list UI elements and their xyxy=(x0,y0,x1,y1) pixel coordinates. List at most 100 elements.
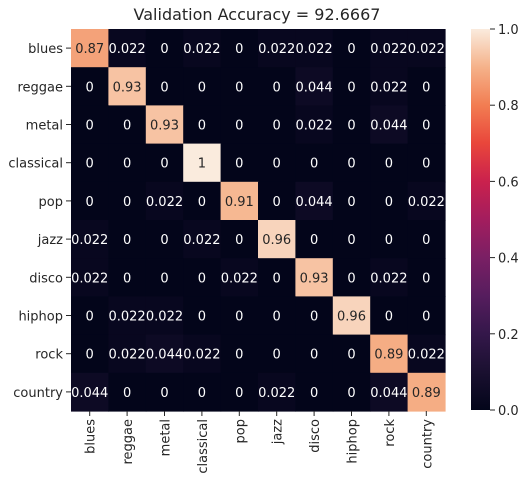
cell-value-label: 0.022 xyxy=(370,42,407,57)
heatmap-cell xyxy=(407,372,446,412)
cell-value-label: 0 xyxy=(273,157,281,172)
cell-value-label: 0 xyxy=(86,310,94,325)
cell-value-label: 0.022 xyxy=(295,42,332,57)
heatmap-cell xyxy=(183,372,222,412)
x-tick-label: disco xyxy=(308,419,323,453)
heatmap-cell xyxy=(220,296,259,336)
y-tick-label: disco xyxy=(29,271,63,286)
heatmap-cell xyxy=(370,220,409,259)
cell-value-label: 0 xyxy=(347,119,355,134)
heatmap-cell xyxy=(220,181,259,221)
heatmap-cell xyxy=(370,67,409,106)
heatmap-cell xyxy=(332,258,371,297)
cell-value-label: 0.96 xyxy=(262,233,291,248)
cell-value-label: 0.89 xyxy=(412,386,441,401)
heatmap-cell xyxy=(332,181,371,221)
heatmap-cell xyxy=(295,105,334,145)
cell-value-label: 0 xyxy=(198,80,206,95)
cell-value-label: 0 xyxy=(347,42,355,57)
cell-value-label: 0 xyxy=(273,119,281,134)
cell-value-label: 0 xyxy=(86,157,94,172)
cell-value-label: 0 xyxy=(347,195,355,210)
heatmap-cell xyxy=(407,29,446,68)
cell-value-label: 0.022 xyxy=(221,271,258,286)
y-axis-tick-labels: blues reggae metal classical pop jazz disco hip… xyxy=(8,42,71,401)
cell-value-label: 0 xyxy=(310,310,318,325)
heatmap-cell xyxy=(71,220,109,259)
cell-value-label: 0.96 xyxy=(337,310,366,325)
colorbar: 0.0 0.2 0.4 0.6 0.8 1.0 xyxy=(471,23,519,419)
heatmap-cell xyxy=(295,220,334,259)
cell-value-label: 0.022 xyxy=(183,233,220,248)
cell-value-label: 0.022 xyxy=(295,119,332,134)
heatmap-cell xyxy=(220,29,259,68)
heatmap-cell xyxy=(145,220,184,259)
cell-value-label: 0 xyxy=(123,271,131,286)
heatmap-cell xyxy=(407,67,446,106)
heatmap-cell xyxy=(220,67,259,106)
y-tick-label: pop xyxy=(39,195,63,210)
heatmap-cell xyxy=(407,258,446,297)
y-tick-label: hiphop xyxy=(18,310,63,325)
cell-value-label: 0 xyxy=(123,157,131,172)
heatmap-cell xyxy=(183,105,222,145)
heatmap-cell xyxy=(332,334,371,374)
cell-value-label: 0.022 xyxy=(71,233,108,248)
heatmap-cell xyxy=(332,220,371,259)
heatmap-cell xyxy=(332,67,371,106)
heatmap-cell xyxy=(258,296,296,336)
heatmap-cell xyxy=(183,29,222,68)
cell-value-label: 0.91 xyxy=(225,195,254,210)
cell-value-label: 0 xyxy=(198,386,206,401)
heatmap-cell xyxy=(145,143,184,183)
cell-value-label: 0 xyxy=(273,195,281,210)
colorbar-tick-label: 0.4 xyxy=(498,252,519,267)
heatmap-cell xyxy=(183,334,222,374)
cell-value-label: 0.044 xyxy=(71,386,108,401)
cell-value-label: 0.022 xyxy=(370,271,407,286)
heatmap-cell xyxy=(108,372,147,412)
x-axis-tick-labels: blues reggae metal classical pop jazz disco hip… xyxy=(84,411,435,474)
cell-value-label: 0 xyxy=(347,386,355,401)
cell-value-label: 0 xyxy=(347,271,355,286)
heatmap-cell xyxy=(145,67,184,106)
heatmap-cell xyxy=(370,143,409,183)
y-tick-label: rock xyxy=(35,348,63,363)
colorbar-tick-label: 0.6 xyxy=(498,175,519,190)
heatmap-cell xyxy=(220,105,259,145)
heatmap-cell xyxy=(407,181,446,221)
heatmap-cell xyxy=(108,334,147,374)
cell-value-label: 0 xyxy=(385,310,393,325)
cell-value-label: 0 xyxy=(160,386,168,401)
x-tick-label: blues xyxy=(84,419,99,454)
cell-value-label: 0 xyxy=(347,157,355,172)
x-tick-label: jazz xyxy=(271,419,286,445)
heatmap-cell xyxy=(220,334,259,374)
heatmap-cell xyxy=(183,143,222,183)
chart-title: Validation Accuracy = 92.6667 xyxy=(134,5,381,24)
cell-value-label: 0.022 xyxy=(258,42,295,57)
cell-value-label: 0 xyxy=(385,233,393,248)
heatmap-cell xyxy=(108,181,147,221)
cell-value-label: 0 xyxy=(273,310,281,325)
heatmap-cell xyxy=(108,258,147,297)
heatmap-cell xyxy=(332,372,371,412)
cell-value-label: 0 xyxy=(422,80,430,95)
heatmap-cell xyxy=(295,67,334,106)
heatmap-cell xyxy=(370,29,409,68)
heatmap-cell xyxy=(370,258,409,297)
cell-value-label: 0 xyxy=(123,119,131,134)
x-tick-label: hiphop xyxy=(346,419,361,464)
y-tick-label: classical xyxy=(8,157,63,172)
y-tick-label: blues xyxy=(28,42,63,57)
heatmap-cell xyxy=(407,334,446,374)
heatmap-cell xyxy=(183,67,222,106)
cell-value-label: 0 xyxy=(385,157,393,172)
y-tick-label: jazz xyxy=(37,233,63,248)
cell-value-label: 0 xyxy=(235,348,243,363)
heatmap-cell xyxy=(71,372,109,412)
heatmap-cell xyxy=(145,296,184,336)
